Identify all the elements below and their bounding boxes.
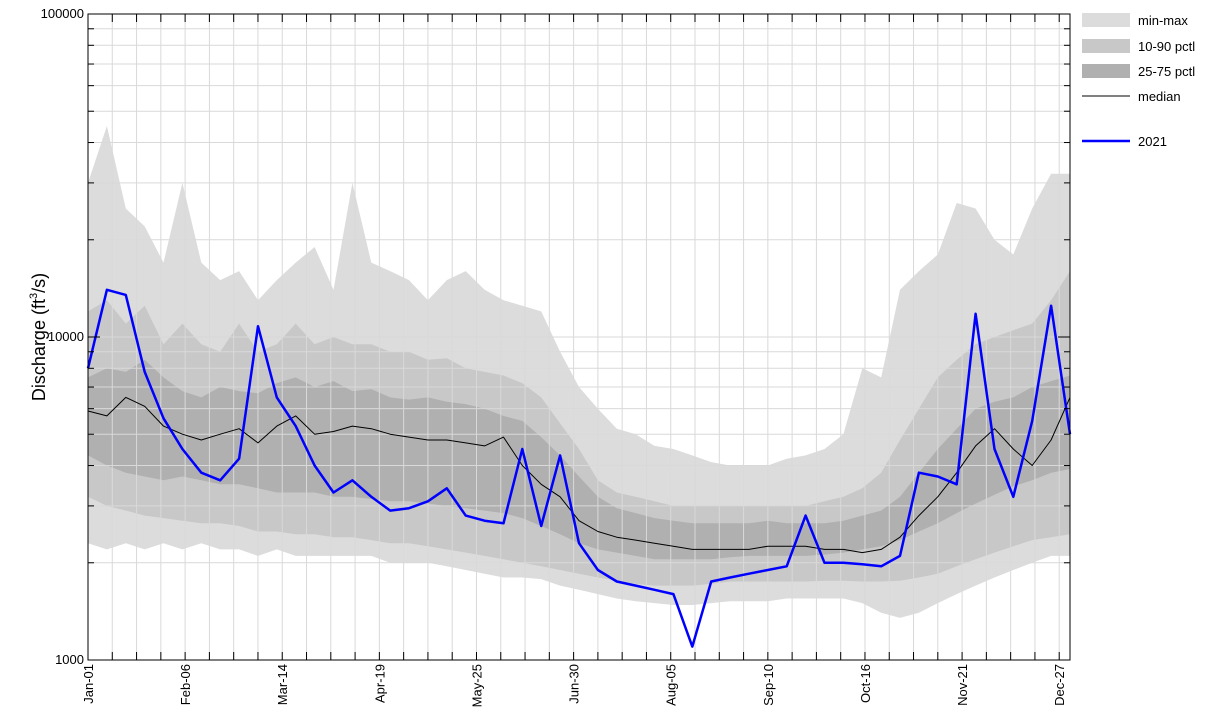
legend-label: 10-90 pctl — [1138, 39, 1195, 54]
data-lines — [86, 288, 1072, 648]
x-tick-label: May-25 — [470, 664, 485, 707]
legend-swatch — [1082, 64, 1130, 78]
x-tick-label: Apr-19 — [372, 664, 387, 703]
y-axis-label: Discharge (ft3/s) — [28, 273, 49, 401]
x-tick-label: Nov-21 — [955, 664, 970, 706]
grid-lines — [87, 14, 1070, 661]
legend-label: 25-75 pctl — [1138, 64, 1195, 79]
x-tick-label: Aug-05 — [664, 664, 679, 706]
legend: min-max 10-90 pctl 25-75 pctl median 2021 — [1082, 13, 1195, 149]
legend-swatch — [1082, 39, 1130, 53]
x-tick-label: Feb-06 — [178, 664, 193, 705]
legend-label: median — [1138, 89, 1181, 104]
x-tick-label: Sep-10 — [761, 664, 776, 706]
x-tick-label: Jun-30 — [567, 664, 582, 704]
band-25-75-pctl — [88, 359, 1070, 560]
x-tick-label: Mar-14 — [275, 664, 290, 705]
y-tick-label: 10000 — [48, 329, 84, 344]
legend-label: min-max — [1138, 13, 1188, 28]
percentile-bands — [88, 126, 1070, 618]
x-tick-label: Oct-16 — [858, 664, 873, 703]
x-tick-label: Jan-01 — [81, 664, 96, 704]
x-tick-label: Dec-27 — [1052, 664, 1067, 706]
y-tick-label: 1000 — [55, 652, 84, 667]
axes: 1000 10000 100000 Jan-01 Feb-06 Mar-14 Apr-19 M… — [41, 6, 1071, 707]
series-2021-line — [86, 288, 1072, 648]
band-10-90-pctl — [88, 271, 1070, 586]
y-tick-label: 100000 — [41, 6, 84, 21]
legend-label: 2021 — [1138, 134, 1167, 149]
legend-swatch — [1082, 13, 1130, 27]
y-axis-label-superscript: 3 — [28, 293, 40, 299]
